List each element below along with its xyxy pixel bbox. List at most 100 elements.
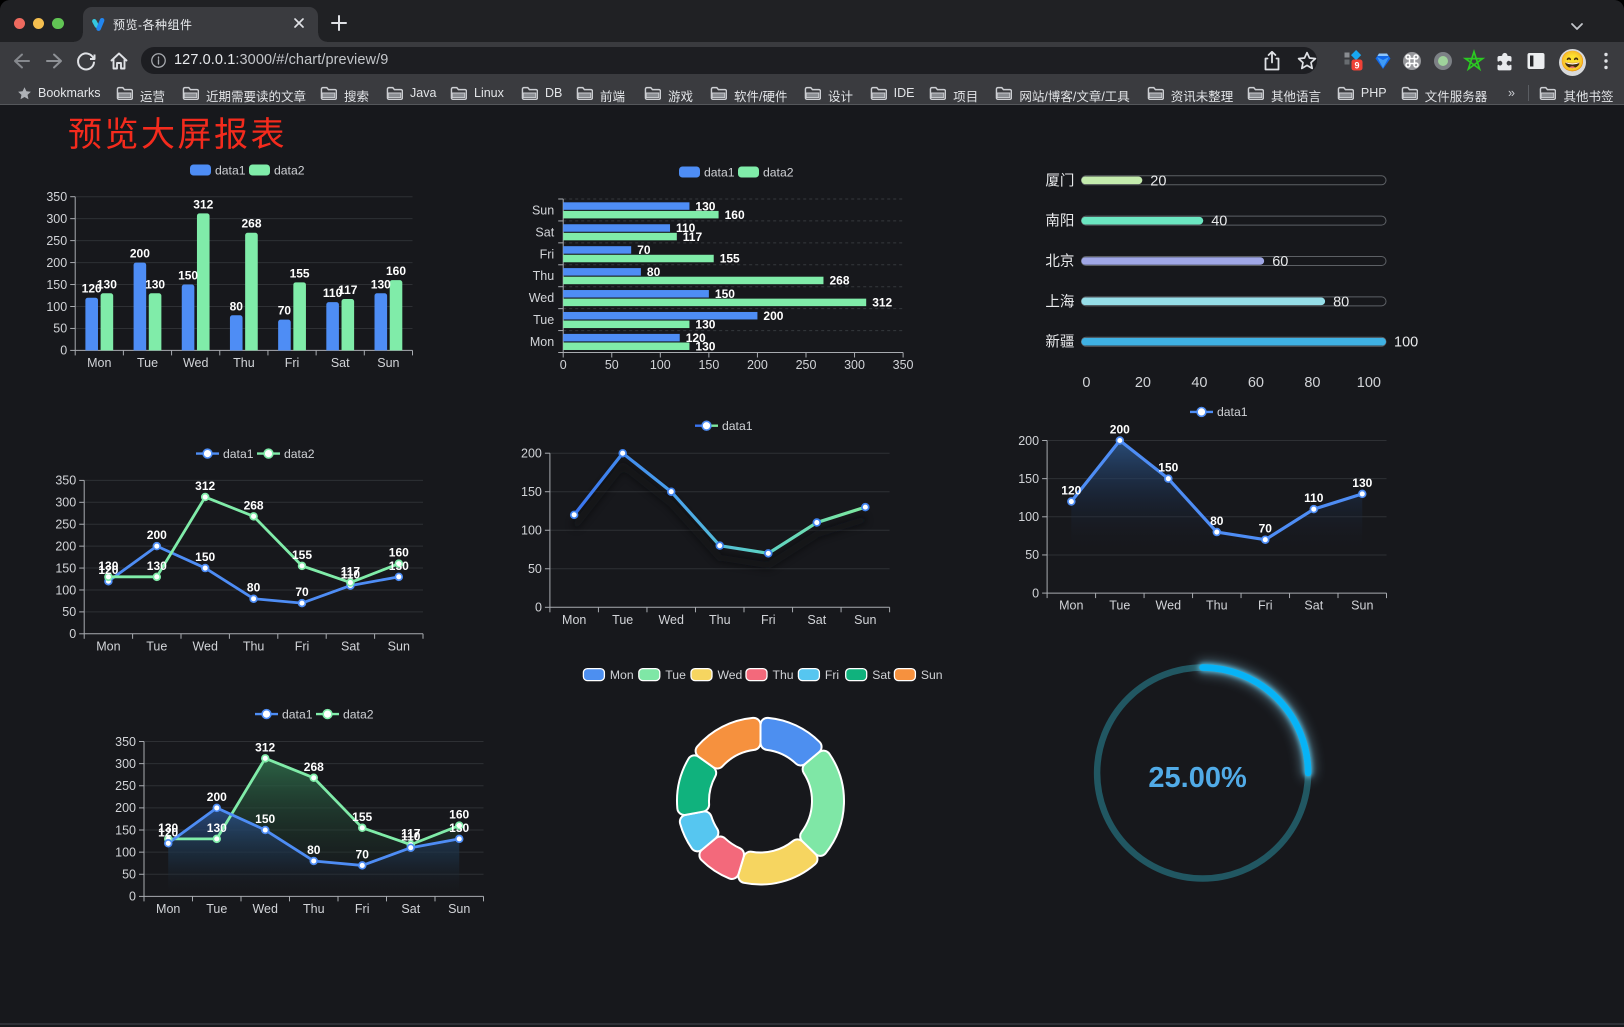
svg-text:312: 312 <box>193 197 213 211</box>
svg-text:150: 150 <box>698 358 719 372</box>
svg-text:250: 250 <box>796 358 817 372</box>
svg-text:Mon: Mon <box>96 639 120 653</box>
svg-text:50: 50 <box>53 322 67 336</box>
svg-text:200: 200 <box>46 256 67 270</box>
svg-text:南阳: 南阳 <box>1045 213 1074 230</box>
svg-text:200: 200 <box>747 358 768 372</box>
svg-text:120: 120 <box>158 825 178 839</box>
svg-text:data1: data1 <box>704 165 735 179</box>
svg-text:70: 70 <box>637 243 651 257</box>
svg-text:data2: data2 <box>343 707 374 721</box>
svg-text:Wed: Wed <box>183 356 209 370</box>
svg-text:100: 100 <box>46 300 67 314</box>
svg-text:Sun: Sun <box>388 639 410 653</box>
svg-text:100: 100 <box>1018 510 1039 524</box>
svg-text:0: 0 <box>1082 375 1090 391</box>
svg-text:150: 150 <box>715 287 735 301</box>
svg-text:Tue: Tue <box>206 902 227 916</box>
svg-text:117: 117 <box>401 827 421 841</box>
svg-text:155: 155 <box>292 548 312 562</box>
svg-text:117: 117 <box>683 230 703 244</box>
svg-text:80: 80 <box>1333 294 1349 310</box>
svg-text:350: 350 <box>46 190 67 204</box>
svg-text:130: 130 <box>147 559 167 573</box>
svg-text:9: 9 <box>1354 60 1359 70</box>
svg-text:70: 70 <box>295 585 309 599</box>
svg-text:Thu: Thu <box>243 639 265 653</box>
svg-text:117: 117 <box>338 283 358 297</box>
svg-text:Fri: Fri <box>540 247 555 261</box>
svg-text:110: 110 <box>341 568 361 582</box>
svg-text:120: 120 <box>82 282 102 296</box>
svg-text:北京: 北京 <box>1045 253 1074 270</box>
svg-text:Mon: Mon <box>610 668 634 682</box>
svg-text:268: 268 <box>830 274 850 288</box>
svg-text:117: 117 <box>341 565 361 579</box>
svg-text:200: 200 <box>521 447 542 461</box>
svg-text:268: 268 <box>244 498 264 512</box>
svg-text:Tue: Tue <box>612 613 633 627</box>
svg-text:350: 350 <box>893 358 914 372</box>
svg-text:Mon: Mon <box>156 902 180 916</box>
svg-text:80: 80 <box>247 581 261 595</box>
svg-text:Wed: Wed <box>192 639 218 653</box>
svg-text:0: 0 <box>60 344 67 358</box>
svg-text:100: 100 <box>521 524 542 538</box>
svg-text:130: 130 <box>97 277 117 291</box>
svg-text:Wed: Wed <box>658 613 684 627</box>
svg-text:70: 70 <box>356 847 370 861</box>
svg-text:Mon: Mon <box>1059 599 1083 613</box>
svg-text:Thu: Thu <box>533 269 555 283</box>
svg-text:100: 100 <box>650 358 671 372</box>
svg-text:Mon: Mon <box>562 613 586 627</box>
svg-text:Fri: Fri <box>285 356 300 370</box>
svg-text:300: 300 <box>844 358 865 372</box>
svg-text:160: 160 <box>725 208 745 222</box>
svg-text:200: 200 <box>763 309 783 323</box>
svg-text:Fri: Fri <box>295 639 310 653</box>
svg-text:350: 350 <box>115 735 136 749</box>
svg-text:120: 120 <box>1061 484 1081 498</box>
svg-text:20: 20 <box>1150 173 1166 189</box>
svg-text:160: 160 <box>389 546 409 560</box>
svg-text:40: 40 <box>1191 375 1207 391</box>
svg-text:0: 0 <box>535 601 542 615</box>
svg-text:350: 350 <box>55 474 76 488</box>
svg-text:Sat: Sat <box>872 668 891 682</box>
svg-text:312: 312 <box>195 479 215 493</box>
svg-text:80: 80 <box>647 265 661 279</box>
svg-text:Thu: Thu <box>233 356 255 370</box>
svg-text:Fri: Fri <box>761 613 776 627</box>
svg-text:40: 40 <box>1211 214 1227 230</box>
svg-text:Fri: Fri <box>825 668 839 682</box>
svg-text:130: 130 <box>449 821 469 835</box>
svg-text:data1: data1 <box>1217 405 1248 419</box>
svg-text:130: 130 <box>98 559 118 573</box>
svg-text:130: 130 <box>695 318 715 332</box>
svg-text:0: 0 <box>560 358 567 372</box>
svg-text:Tue: Tue <box>137 356 158 370</box>
svg-text:100: 100 <box>115 845 136 859</box>
svg-text:60: 60 <box>1272 254 1288 270</box>
svg-text:130: 130 <box>389 559 409 573</box>
svg-text:data1: data1 <box>722 419 753 433</box>
svg-text:110: 110 <box>1304 491 1324 505</box>
svg-text:Thu: Thu <box>1206 599 1228 613</box>
svg-text:50: 50 <box>62 605 76 619</box>
svg-text:100: 100 <box>55 583 76 597</box>
svg-text:312: 312 <box>872 296 892 310</box>
svg-text:20: 20 <box>1135 375 1151 391</box>
svg-text:data2: data2 <box>274 163 305 177</box>
svg-text:Sun: Sun <box>532 204 554 218</box>
svg-text:25.00%: 25.00% <box>1148 762 1247 794</box>
svg-text:data1: data1 <box>215 163 246 177</box>
svg-text:上海: 上海 <box>1045 293 1074 310</box>
svg-text:Sat: Sat <box>1304 599 1323 613</box>
svg-text:Sat: Sat <box>341 639 360 653</box>
svg-text:50: 50 <box>122 868 136 882</box>
svg-text:120: 120 <box>686 331 706 345</box>
svg-text:268: 268 <box>241 217 261 231</box>
svg-text:Thu: Thu <box>773 668 794 682</box>
svg-text:268: 268 <box>304 760 324 774</box>
svg-text:80: 80 <box>307 843 321 857</box>
